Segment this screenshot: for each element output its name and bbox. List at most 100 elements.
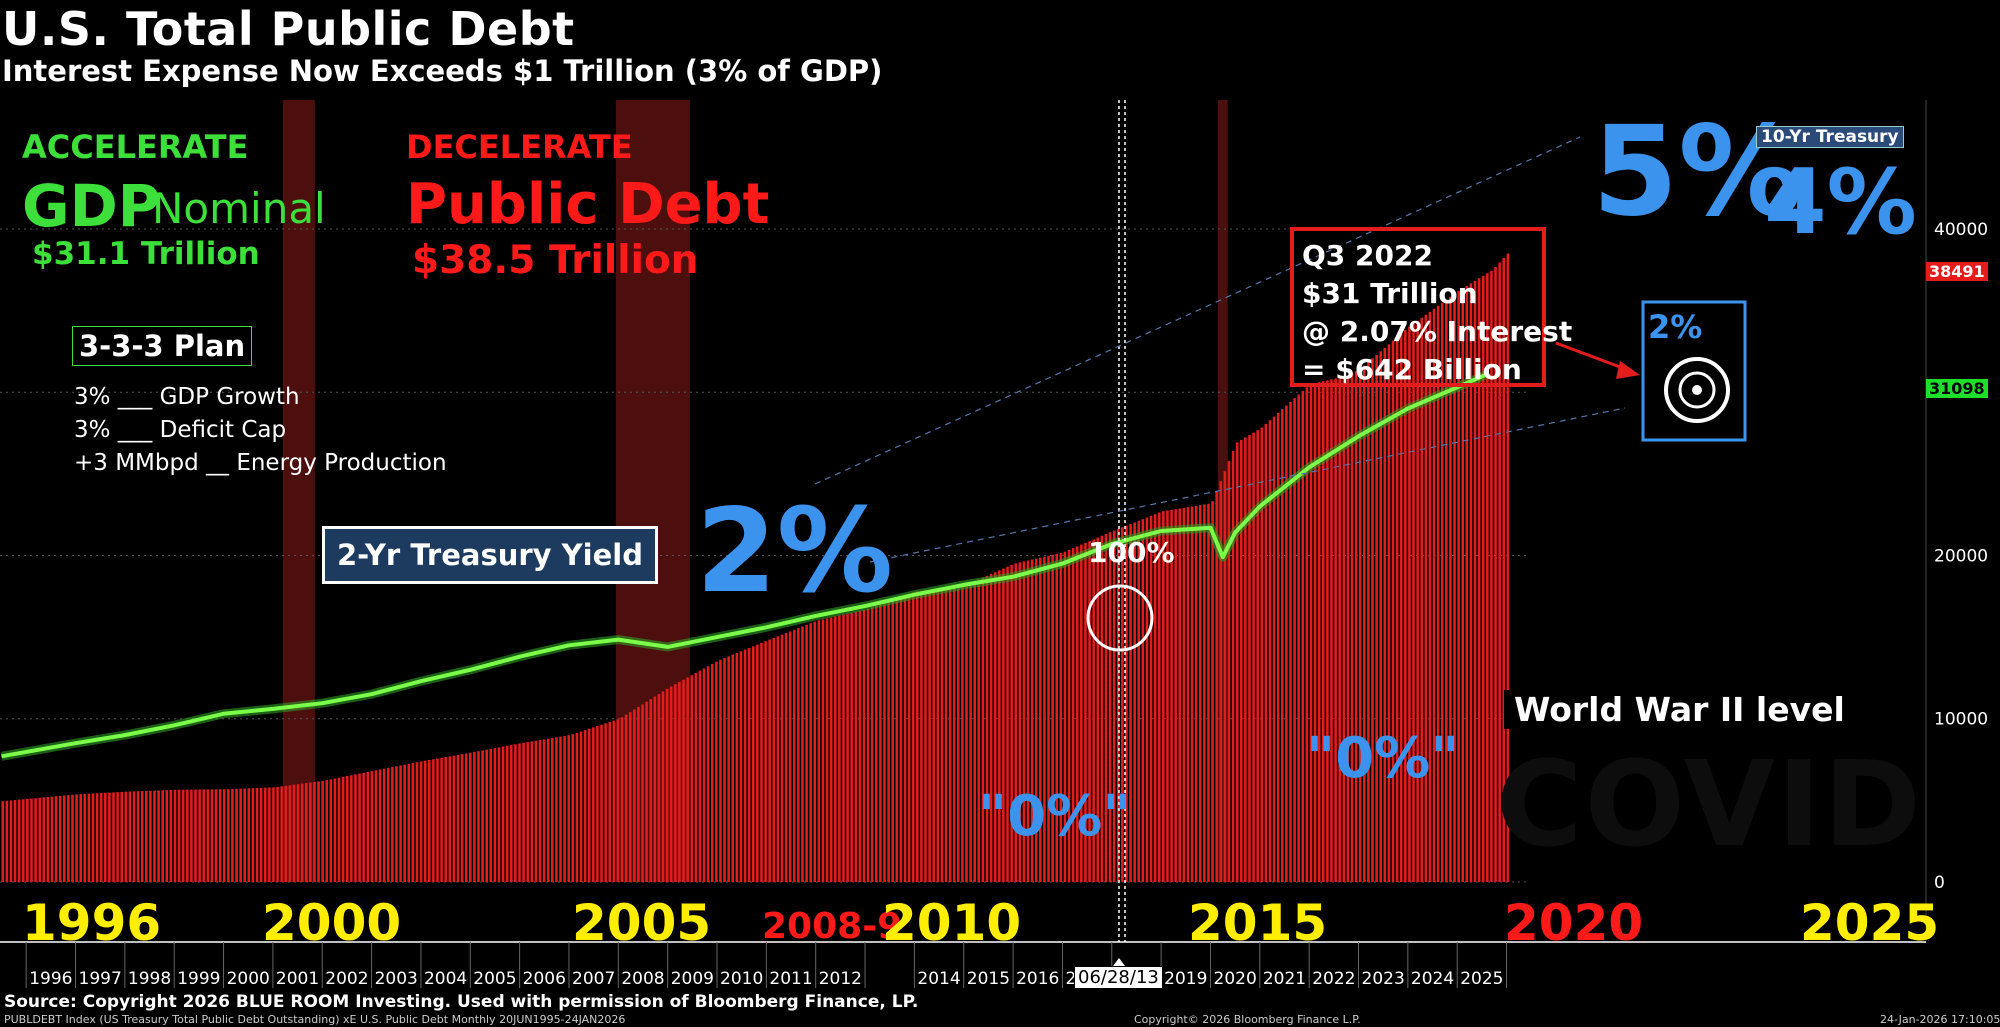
debt-bar [9,800,13,882]
debt-bar [969,583,972,882]
debt-bar [866,608,870,882]
debt-bar [1338,377,1342,882]
debt-bar [1408,326,1411,882]
debt-bar [427,759,431,882]
debt-bar [973,581,977,882]
debt-bar [932,589,936,882]
debt-bar [669,686,673,882]
debt-bar [616,719,620,882]
debt-bar [784,633,788,882]
debt-bar [26,798,29,882]
debt-bar [1092,539,1095,882]
debt-bar [108,792,111,882]
debt-bar [1223,471,1227,882]
x-tick-label: 2022 [1312,969,1355,989]
debt-bar [1157,512,1161,882]
debt-bar [665,688,669,882]
debt-bar [756,644,759,882]
debt-bar [251,788,255,882]
q3-line: $31 Trillion [1302,277,1478,310]
gdp-value: $31.1 Trillion [32,236,260,272]
debt-bar [1055,553,1059,882]
debt-bar [83,793,87,882]
debt-bar [1326,380,1329,882]
debt-bar [276,786,279,882]
debt-bar [1424,314,1428,882]
debt-bar [1162,511,1165,882]
footer-index-note: PUBLDEBT Index (US Treasury Total Public… [4,1013,626,1026]
debt-bar [1363,365,1366,882]
source-note: Source: Copyright 2026 BLUE ROOM Investi… [4,992,919,1012]
debt-bar [120,791,124,882]
big-year-label: 2000 [262,894,402,952]
debt-bar [1239,439,1243,882]
debt-bar [62,795,66,882]
debt-bar [1317,382,1321,882]
gdp-label: GDP [22,172,161,240]
hundred-pct-circle [1086,584,1154,652]
debt-bar [920,590,923,882]
debt-bar [1309,383,1313,882]
debt-bar [477,751,480,882]
debt-bar [190,789,193,882]
debt-bar [161,790,165,882]
debt-bar [5,800,9,882]
ten-yr-treasury-label: 10-Yr Treasury [1756,126,1904,148]
debt-bar [1075,546,1079,882]
debt-bar [1149,515,1153,882]
debt-bar [1490,270,1493,882]
debt-bar [1461,288,1465,882]
debt-bar [116,792,119,882]
recession-band [1217,100,1228,882]
debt-bar [1231,451,1235,882]
debt-bar [1391,340,1395,883]
debt-bar [628,712,632,882]
debt-bar [1141,519,1145,882]
q3-line: = $642 Billion [1302,353,1522,386]
debt-bar [1063,551,1067,882]
public-debt-label: Public Debt [406,172,770,237]
debt-bar [883,602,886,882]
debt-bar [1494,267,1497,883]
debt-bar [395,766,398,882]
debt-bar [1502,258,1506,882]
date-marker-pointer [1113,958,1125,966]
debt-bar [1432,308,1436,882]
x-tick-label: 2008 [621,969,664,989]
debt-bar [140,791,144,882]
x-tick-label: 2015 [967,969,1010,989]
debt-bar [809,623,812,882]
debt-bar [723,658,726,882]
recession-band [282,100,315,882]
debt-bar [747,647,751,882]
debt-bar [1215,491,1218,882]
debt-bar [850,612,853,882]
debt-bar [128,791,132,882]
debt-bar [194,789,197,882]
chart-decorations: 010000200003000040000 [814,100,1988,960]
debt-bar [407,763,411,882]
debt-bar [993,572,997,882]
q3-line: Q3 2022 [1302,239,1433,272]
debt-bar [272,787,275,882]
debt-bar [1293,398,1296,882]
debt-bar [1047,555,1050,882]
debt-bar [1375,354,1378,883]
debt-bar [854,611,858,882]
two-pct-small-annotation: 2% [1648,308,1703,346]
debt-bar [1133,522,1136,882]
debt-bar [198,789,201,882]
debt-bar [485,749,488,882]
debt-bar [1404,330,1407,882]
debt-bar [1473,280,1477,882]
debt-bar [563,735,566,882]
x-tick-label: 2002 [325,969,368,989]
debt-bar [79,794,82,882]
debt-bar [764,641,767,882]
debt-bar [247,788,251,882]
debt-bar [1280,409,1284,882]
debt-bar [239,788,242,882]
debt-bar [846,613,849,882]
debt-bar [38,797,41,882]
